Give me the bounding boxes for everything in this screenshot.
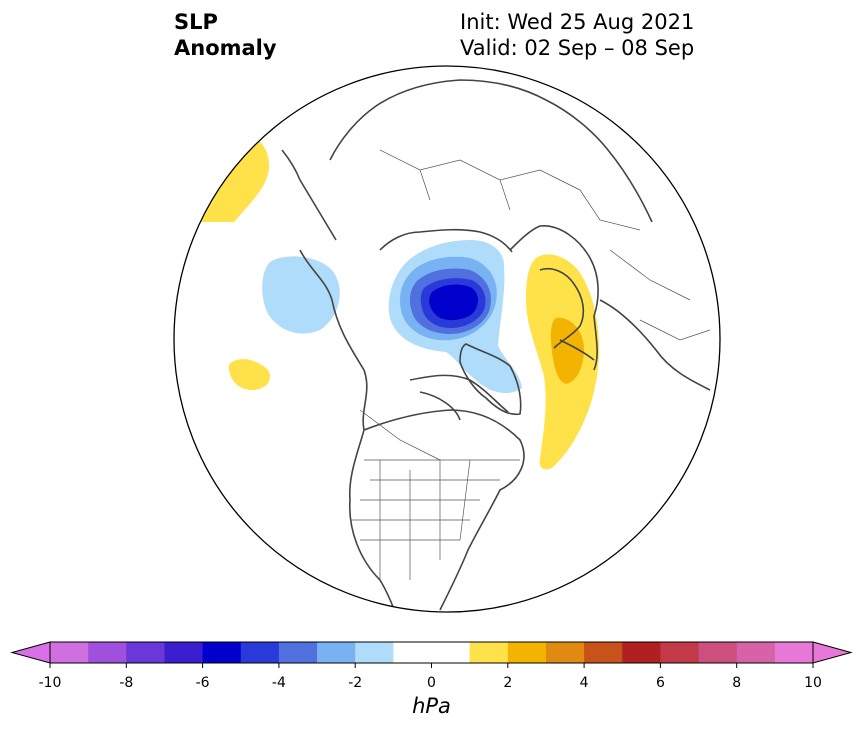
- colorbar-unit-label: hPa: [412, 694, 451, 718]
- colorbar-cell: [88, 642, 127, 663]
- colorbar-over-arrow: [812, 641, 853, 664]
- colorbar-cell: [698, 642, 738, 663]
- positive-bering-region: [200, 140, 270, 222]
- colorbar-tick-label: -8: [119, 675, 133, 691]
- colorbar-cell: [126, 642, 165, 663]
- colorbar-cell: [469, 642, 509, 663]
- polar-map: [173, 65, 721, 613]
- title-line-2: Anomaly: [174, 36, 277, 60]
- colorbar-cell: [393, 642, 432, 663]
- title-line-1: SLP: [174, 10, 218, 34]
- country-borders: [350, 149, 711, 580]
- positive-siberia-core: [550, 317, 584, 384]
- run-info: Init: Wed 25 Aug 2021 Valid: 02 Sep – 08…: [460, 9, 694, 61]
- colorbar-cell: [202, 642, 242, 663]
- colorbar-cell: [545, 642, 585, 663]
- colorbar-cell: [774, 642, 814, 663]
- colorbar-cell: [584, 642, 623, 663]
- colorbar-cell: [660, 642, 700, 663]
- init-date: Init: Wed 25 Aug 2021: [460, 10, 695, 34]
- colorbar-cell: [317, 642, 356, 663]
- colorbar-tick-label: 2: [503, 675, 512, 691]
- map-title: SLP Anomaly: [174, 9, 277, 61]
- colorbar-cell: [622, 642, 661, 663]
- colorbar-cell: [355, 642, 394, 663]
- negative-arctic-core: [429, 284, 478, 321]
- colorbar-tick-label: 0: [427, 675, 436, 691]
- colorbar-tick-label: -2: [348, 675, 362, 691]
- colorbar: -10 -8 -6 -4 -2 0 2 4 6 8 10: [10, 641, 853, 691]
- negative-pacific-region: [262, 256, 340, 334]
- colorbar-cell: [164, 642, 204, 663]
- colorbar-cell: [50, 642, 89, 663]
- colorbar-cell: [736, 642, 776, 663]
- colorbar-tick-label: 8: [732, 675, 741, 691]
- positive-pacific-small-region: [228, 359, 271, 390]
- colorbar-tick-label: 6: [656, 675, 665, 691]
- colorbar-cell: [431, 642, 471, 663]
- colorbar-cell: [507, 642, 547, 663]
- colorbar-tick-label: -4: [272, 675, 286, 691]
- colorbar-cell: [240, 642, 280, 663]
- colorbar-tick-label: 4: [580, 675, 589, 691]
- colorbar-tick-label: -10: [39, 675, 62, 691]
- colorbar-under-arrow: [10, 641, 51, 664]
- colorbar-tick-label: -6: [196, 675, 210, 691]
- coastlines: [281, 79, 711, 612]
- map-boundary: [173, 65, 721, 613]
- valid-range: Valid: 02 Sep – 08 Sep: [460, 36, 695, 60]
- colorbar-tick-label: 10: [804, 675, 822, 691]
- colorbar-cell: [278, 642, 318, 663]
